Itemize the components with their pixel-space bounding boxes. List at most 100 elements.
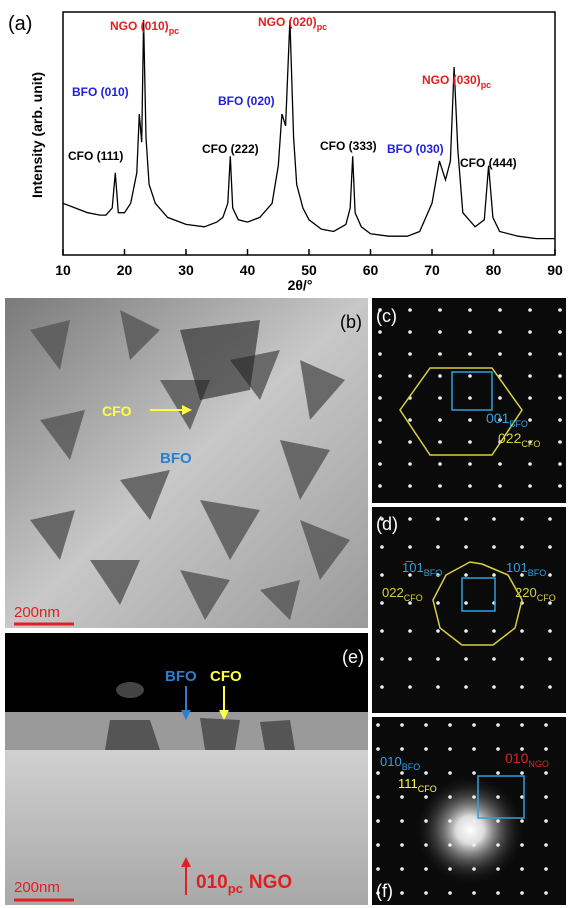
spot [468,308,472,312]
peak-label-text: CFO (333) [320,139,377,153]
peak-label-text: NGO (010) [110,19,169,33]
spot [436,629,440,633]
peak-label-text: CFO (111) [68,149,123,163]
x-tick-label: 40 [240,262,256,278]
spot [424,723,428,727]
peak-label-sub: pc [317,22,328,32]
spot [520,819,524,823]
spot [520,843,524,847]
peak-label: CFO (333) [320,139,377,153]
label-sub: pc [228,881,243,896]
spot [448,723,452,727]
spot [408,629,412,633]
spot [376,819,380,823]
spot [378,374,382,378]
spot [400,843,404,847]
spot [464,601,468,605]
spot [492,629,496,633]
spot [448,891,452,895]
spot [400,723,404,727]
label-text: 022 [498,430,522,446]
panel-label: (f) [376,881,393,901]
peak-label: BFO (010) [72,85,129,99]
spot [438,330,442,334]
spot [558,330,562,334]
spot [408,601,412,605]
spot [498,330,502,334]
x-tick-label: 10 [55,262,71,278]
spot [376,867,380,871]
spot [544,795,548,799]
spot [468,462,472,466]
hexagon [399,367,523,456]
spot [472,867,476,871]
spot [448,747,452,751]
spot [400,747,404,751]
spot [468,484,472,488]
scale-bar-label: 200nm [14,879,60,896]
grains [30,310,350,620]
label: CFO [102,403,132,419]
spot [520,867,524,871]
spot [496,747,500,751]
spot [520,657,524,661]
spot [424,891,428,895]
label-sub: CFO [537,593,556,603]
spot [548,517,552,521]
spot [448,795,452,799]
x-tick-label: 90 [547,262,563,278]
y-axis-label: Intensity (arb. unit) [29,72,45,198]
spot [468,352,472,356]
peak-label: NGO (010)pc [110,19,179,36]
spot [378,352,382,356]
spot [498,462,502,466]
spot [548,629,552,633]
spot [408,657,412,661]
spot [528,418,532,422]
x-tick-label: 50 [301,262,317,278]
spot [548,573,552,577]
spot [400,867,404,871]
spot [424,843,428,847]
panel-e: (e) BFO CFO 010pc NGO 200nm [5,633,368,905]
label-text: 010 [380,754,402,769]
label: 022CFO [498,430,540,449]
spot [408,484,412,488]
spot [380,685,384,689]
label: 1̅01BFO [402,560,442,578]
spot [400,891,404,895]
spot [492,545,496,549]
peak-label-sub: pc [169,26,180,36]
spot [438,462,442,466]
spot [498,308,502,312]
spot [448,843,452,847]
label: 010pc NGO [196,872,292,896]
spot [378,440,382,444]
spot [408,418,412,422]
peak-label: NGO (030)pc [422,73,491,90]
spot [408,374,412,378]
panel-b: CFO BFO (b) 200nm [5,298,368,628]
spot [424,747,428,751]
spot [378,330,382,334]
spot [548,685,552,689]
spot [378,308,382,312]
label-sub: CFO [404,593,423,603]
peak-label-text: CFO (222) [202,142,259,156]
label-text: 220 [515,585,537,600]
spot [408,352,412,356]
label: 010NGO [505,750,549,769]
spot [408,462,412,466]
spot [558,484,562,488]
spot [472,795,476,799]
spot [408,308,412,312]
panel-label: (c) [376,306,397,326]
spot [498,418,502,422]
spot [520,545,524,549]
label-text: 010 [505,750,529,766]
spot [400,795,404,799]
spot [544,747,548,751]
peak-label: BFO (020) [218,94,275,108]
